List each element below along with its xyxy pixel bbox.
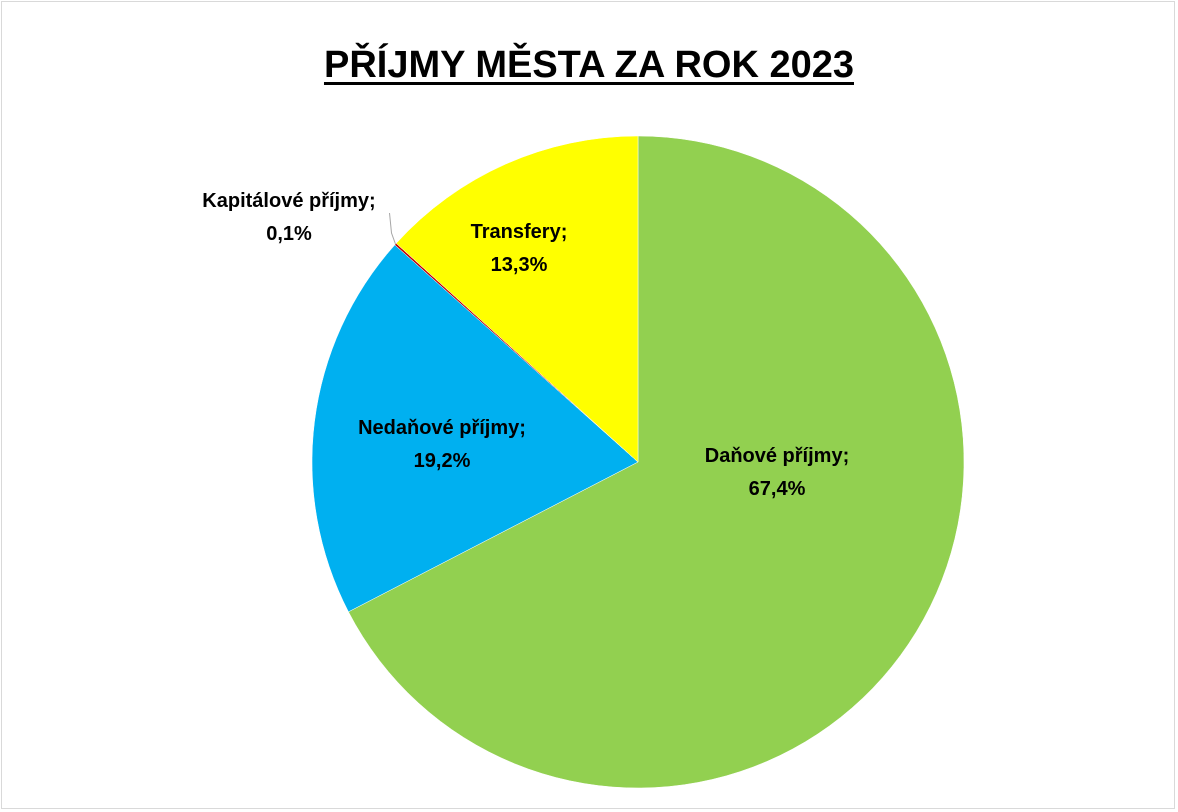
slice-label-value: 13,3% — [491, 254, 548, 276]
slice-label-name: Transfery; — [471, 221, 568, 243]
leader-line — [389, 212, 396, 245]
pie-slice-neda-ov-p-jmy — [311, 244, 639, 613]
slice-label-name: Nedaňové příjmy; — [358, 417, 526, 439]
slice-label-3: Transfery; 13,3% — [471, 221, 568, 276]
slice-label-value: 0,1% — [266, 223, 312, 245]
slice-label-name: Kapitálové příjmy; — [202, 190, 375, 212]
pie-slice-da-ov-p-jmy — [348, 135, 965, 789]
slice-label-1: Nedaňové příjmy; 19,2% — [358, 417, 526, 472]
slice-label-value: 19,2% — [414, 450, 471, 472]
slice-label-0: Daňové příjmy; 67,4% — [705, 445, 849, 500]
slice-label-name: Daňové příjmy; — [705, 445, 849, 467]
chart-title: PŘÍJMY MĚSTA ZA ROK 2023 — [323, 44, 854, 86]
slice-label-2: Kapitálové příjmy; 0,1% — [202, 190, 375, 245]
slice-label-value: 67,4% — [749, 478, 806, 500]
pie-slice-transfery — [395, 135, 639, 463]
